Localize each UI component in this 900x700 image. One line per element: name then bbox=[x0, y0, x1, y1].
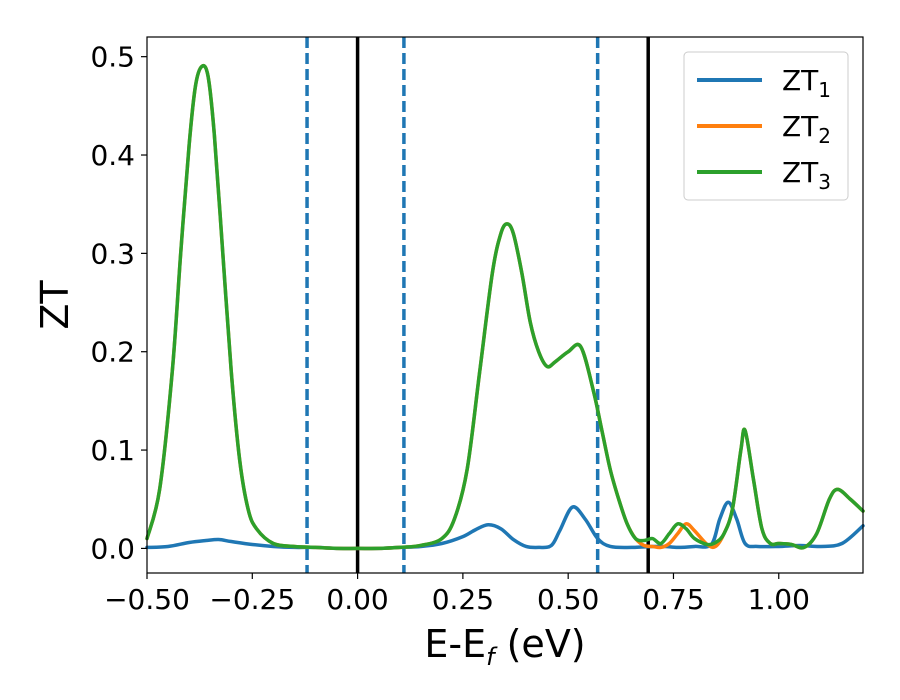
series-lines bbox=[145, 64, 865, 551]
legend-label-zt1: ZT1 bbox=[782, 64, 831, 102]
y-axis-title: ZT bbox=[33, 280, 77, 330]
series-line-zt3 bbox=[145, 64, 865, 551]
legend: ZT1 ZT2 ZT3 bbox=[683, 51, 849, 201]
y-tick-label: 0.3 bbox=[90, 237, 135, 270]
legend-box bbox=[683, 51, 849, 201]
x-tick-label: 0.00 bbox=[326, 583, 388, 616]
y-tick-label: 0.5 bbox=[90, 41, 135, 74]
x-tick-label: 0.75 bbox=[642, 583, 704, 616]
vertical-lines bbox=[305, 37, 650, 573]
x-axis-title-main: E-E bbox=[424, 622, 486, 666]
legend-label-zt2: ZT2 bbox=[782, 110, 831, 148]
plot-frame bbox=[146, 36, 864, 574]
legend-item-zt1: ZT1 bbox=[697, 64, 831, 102]
y-tick-label: 0.1 bbox=[90, 434, 135, 467]
x-tick-label: 0.25 bbox=[432, 583, 494, 616]
legend-label-zt3: ZT3 bbox=[782, 156, 831, 194]
x-axis-title: E-Ef (eV) bbox=[424, 622, 585, 671]
x-axis-title-unit: (eV) bbox=[495, 622, 586, 666]
y-tick-label: 0.4 bbox=[90, 139, 135, 172]
legend-item-zt3: ZT3 bbox=[697, 156, 831, 194]
y-tick-label: 0.0 bbox=[90, 532, 135, 565]
x-tick-label: −0.25 bbox=[209, 583, 295, 616]
x-tick-label: −0.50 bbox=[104, 583, 190, 616]
x-tick-label: 0.50 bbox=[537, 583, 599, 616]
x-tick-label: 1.00 bbox=[748, 583, 810, 616]
x-axis-ticks: −0.50 −0.25 0.00 0.25 0.50 0.75 1.00 bbox=[104, 573, 810, 616]
y-tick-label: 0.2 bbox=[90, 336, 135, 369]
y-axis-ticks: 0.0 0.1 0.2 0.3 0.4 0.5 bbox=[90, 41, 147, 565]
legend-item-zt2: ZT2 bbox=[697, 110, 831, 148]
